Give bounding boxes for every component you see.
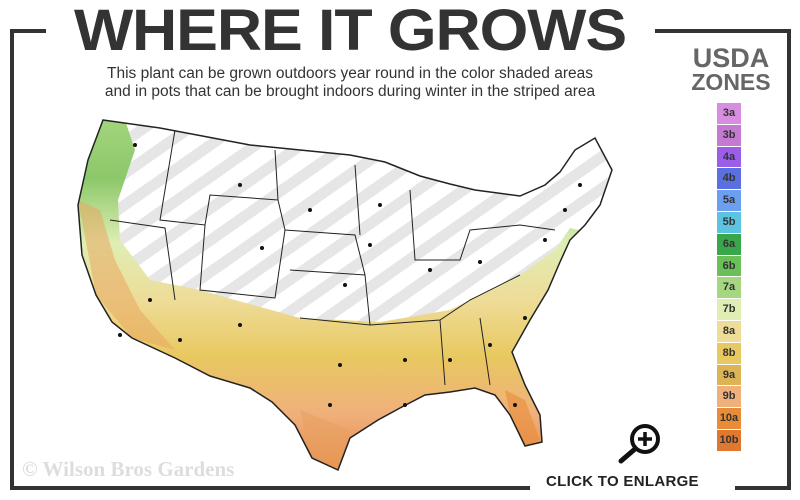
- legend-zone-8a: 8a: [717, 320, 741, 342]
- legend-zone-5b: 5b: [717, 211, 741, 233]
- legend-zone-10b: 10b: [717, 429, 741, 451]
- subtitle-line: This plant can be grown outdoors year ro…: [107, 65, 593, 82]
- frame-left: [10, 29, 14, 489]
- west-coast-zone: [78, 200, 175, 350]
- frame-bottom-left: [10, 486, 530, 490]
- frame-top-left: [10, 29, 46, 33]
- subtitle: This plant can be grown outdoors year ro…: [40, 65, 660, 101]
- frame-top-right: [655, 29, 791, 33]
- legend-zone-9a: 9a: [717, 364, 741, 386]
- legend-title-line: ZONES: [691, 69, 771, 95]
- legend-title: USDA ZONES: [676, 43, 786, 95]
- click-to-enlarge-link[interactable]: CLICK TO ENLARGE: [546, 473, 699, 490]
- legend-zone-7a: 7a: [717, 277, 741, 299]
- subtitle-line: and in pots that can be brought indoors …: [104, 83, 596, 100]
- map-regions: [78, 120, 612, 470]
- legend-zone-4b: 4b: [717, 168, 741, 190]
- zone-legend: 3a 3b 4a 4b 5a 5b 6a 6b 7a 7b 8a 8b 9a 9b 10a 10b: [717, 103, 741, 452]
- legend-zone-6b: 6b: [717, 255, 741, 277]
- legend-zone-8b: 8b: [717, 342, 741, 364]
- city-dots: [118, 143, 582, 407]
- legend-zone-10a: 10a: [717, 408, 741, 429]
- frame-right: [787, 29, 791, 489]
- legend-zone-9b: 9b: [717, 386, 741, 408]
- texas-south-zone: [300, 410, 350, 470]
- legend-zone-6a: 6a: [717, 233, 741, 255]
- legend-zone-4a: 4a: [717, 146, 741, 168]
- copyright-watermark: © Wilson Bros Gardens: [22, 457, 235, 481]
- legend-title-line: USDA: [692, 43, 770, 73]
- legend-zone-3a: 3a: [717, 103, 741, 124]
- state-borders: [109, 129, 556, 386]
- legend-zone-5a: 5a: [717, 190, 741, 211]
- frame-bottom-right: [735, 486, 791, 490]
- legend-zone-7b: 7b: [717, 299, 741, 320]
- page-title: WHERE IT GROWS: [73, 0, 627, 63]
- zoom-in-magnifier-icon[interactable]: [615, 422, 665, 464]
- legend-zone-3b: 3b: [717, 124, 741, 146]
